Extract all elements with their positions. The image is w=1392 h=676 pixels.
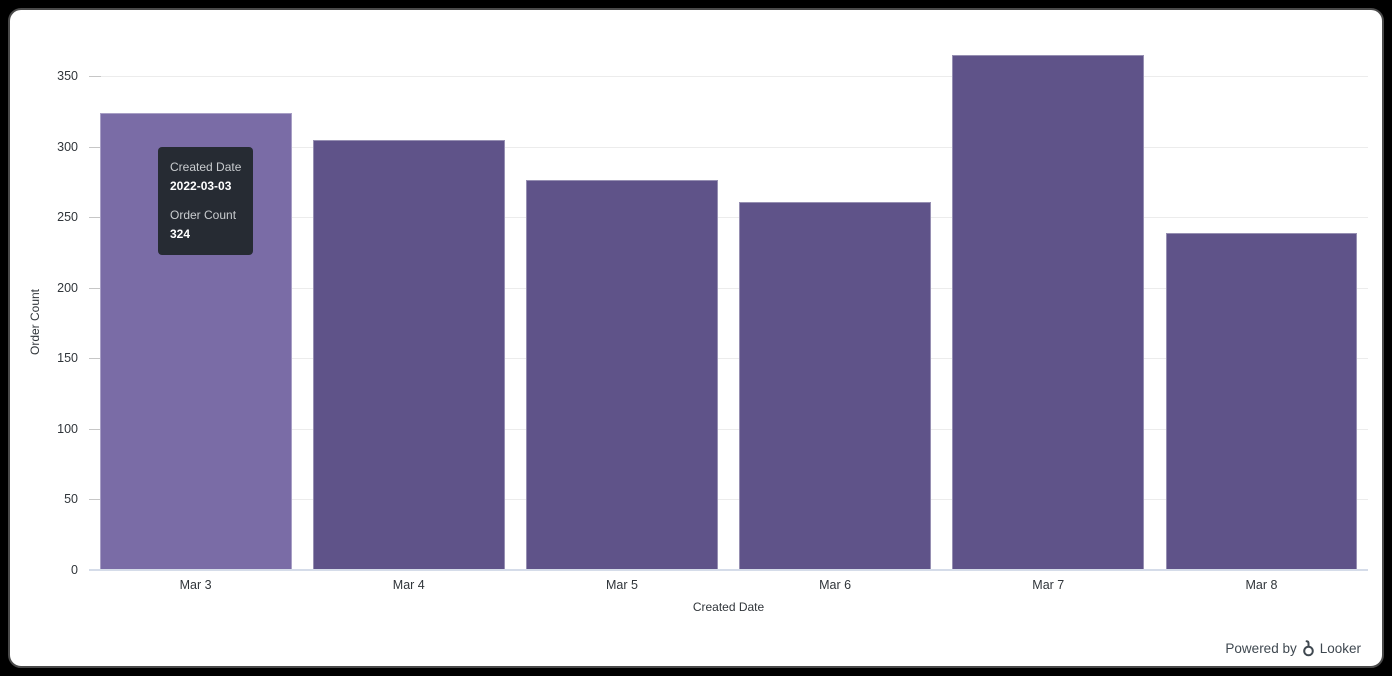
x-tick-label-mar-8: Mar 8 [1245, 578, 1278, 592]
y-tick-label-250: 250 [57, 210, 78, 225]
bar-slot [729, 76, 942, 570]
gridline-200 [89, 287, 1368, 289]
gridline-350 [89, 76, 1368, 77]
y-tick-mark [89, 428, 101, 430]
y-tick-label-150: 150 [57, 351, 78, 366]
y-tick-label-300: 300 [57, 139, 78, 154]
y-tick-label-350: 350 [57, 69, 78, 83]
bar-slot [515, 76, 728, 570]
bar-mar-8[interactable] [1165, 232, 1358, 570]
gridline-250 [89, 217, 1368, 219]
gridline-50 [89, 499, 1368, 501]
bar-mar-6[interactable] [739, 201, 932, 570]
tooltip-measure-label: Order Count [170, 208, 237, 223]
tooltip-measure-value: 324 [170, 226, 191, 241]
y-axis-tick-labels: 0 50 100 150 200 250 300 350 [10, 69, 78, 577]
x-axis-tick-labels: Mar 3 Mar 4 Mar 5 Mar 6 Mar 7 Mar 8 [89, 578, 1368, 592]
tooltip: Created Date 2022-03-03 Order Count 324 [158, 147, 254, 256]
tooltip-dimension-value: 2022-03-03 [170, 178, 232, 193]
gridline-150 [89, 358, 1368, 360]
bar-slot [302, 76, 515, 570]
bar-mar-7[interactable] [952, 54, 1145, 570]
tooltip-dimension-label: Created Date [170, 160, 242, 174]
looker-brand-text: Looker [1319, 641, 1361, 656]
looker-logo-icon [1302, 640, 1314, 657]
bar-mar-4[interactable] [312, 139, 505, 570]
x-tick-label-mar-4: Mar 4 [392, 578, 425, 592]
x-tick-label-mar-7: Mar 7 [1032, 578, 1065, 592]
y-tick-label-100: 100 [57, 421, 78, 436]
y-tick-mark [89, 217, 101, 219]
y-tick-label-200: 200 [57, 280, 78, 295]
bar-series [89, 54, 1368, 570]
y-tick-mark [89, 499, 101, 501]
plot-area [89, 54, 1368, 571]
y-tick-label-0: 0 [71, 563, 78, 577]
y-tick-label-50: 50 [64, 492, 78, 507]
gridline-300 [89, 146, 1368, 148]
x-tick-label-mar-6: Mar 6 [819, 578, 852, 592]
bar-mar-5[interactable] [526, 180, 718, 570]
gridline-100 [89, 428, 1368, 430]
x-axis-line [89, 569, 1368, 571]
y-tick-mark [89, 146, 101, 148]
x-tick-label-mar-3: Mar 3 [179, 578, 212, 592]
y-tick-mark [89, 358, 101, 360]
x-tick-label-mar-5: Mar 5 [605, 578, 638, 592]
bar-slot [942, 54, 1155, 570]
y-tick-mark [89, 76, 101, 77]
powered-by-text: Powered by [1225, 641, 1297, 656]
y-tick-mark [89, 287, 101, 289]
x-axis-title: Created Date [692, 600, 765, 614]
powered-by-looker: Powered by Looker [1225, 640, 1361, 657]
bar-slot [1155, 76, 1368, 570]
